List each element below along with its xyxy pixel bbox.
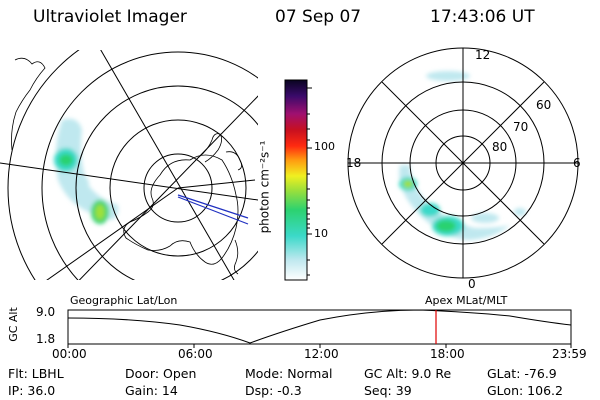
mlt-label-0: 0: [468, 277, 476, 291]
status-gain: Gain: 14: [125, 383, 178, 398]
timeline-ylabel: GC Alt: [6, 307, 20, 342]
lat-label-70: 70: [513, 120, 529, 134]
status-ip: IP: 36.0: [8, 383, 56, 398]
mlt-label-6: 6: [573, 156, 581, 170]
status-dsp: Dsp: -0.3: [245, 383, 302, 398]
status-seq: Seq: 39: [364, 383, 412, 398]
apex-caption: Apex MLat/MLT: [425, 294, 508, 307]
xtick-1800: 18:00: [430, 347, 465, 361]
timeline-ymax: 9.0: [36, 305, 56, 319]
colorbar-tick-10: 10: [314, 227, 328, 240]
lat-label-60: 60: [536, 98, 552, 112]
altitude-timeline: [67, 309, 572, 348]
observation-time: 17:43:06 UT: [430, 7, 535, 27]
geographic-map: [0, 50, 258, 280]
colorbar: [284, 79, 308, 281]
timeline-ymin: 1.8: [36, 332, 56, 346]
status-glat: GLat: -76.9: [487, 366, 557, 381]
geo-caption: Geographic Lat/Lon: [70, 294, 178, 307]
status-door: Door: Open: [125, 366, 197, 381]
colorbar-ticks: [307, 87, 312, 276]
xtick-2359: 23:59: [552, 347, 587, 361]
altitude-curve: [67, 309, 572, 344]
instrument-title: Ultraviolet Imager: [33, 7, 187, 27]
lat-label-80: 80: [492, 140, 508, 154]
xtick-1200: 12:00: [304, 347, 339, 361]
xtick-0600: 06:00: [178, 347, 213, 361]
status-glon: GLon: 106.2: [487, 383, 563, 398]
continent-outline: [123, 154, 239, 265]
aurora-emission-mlt: [399, 71, 526, 240]
status-filter: Flt: LBHL: [8, 366, 64, 381]
xtick-0000: 00:00: [52, 347, 87, 361]
status-mode: Mode: Normal: [245, 366, 333, 381]
aurora-emission-geo: [54, 118, 119, 224]
mlt-label-12: 12: [475, 48, 491, 62]
colorbar-label: photon cm⁻²s⁻¹: [257, 140, 272, 234]
mlt-map: [347, 47, 579, 279]
mlt-label-18: 18: [346, 156, 362, 170]
observation-date: 07 Sep 07: [275, 7, 362, 27]
colorbar-tick-100: 100: [314, 140, 335, 153]
status-gc-alt: GC Alt: 9.0 Re: [364, 366, 452, 381]
